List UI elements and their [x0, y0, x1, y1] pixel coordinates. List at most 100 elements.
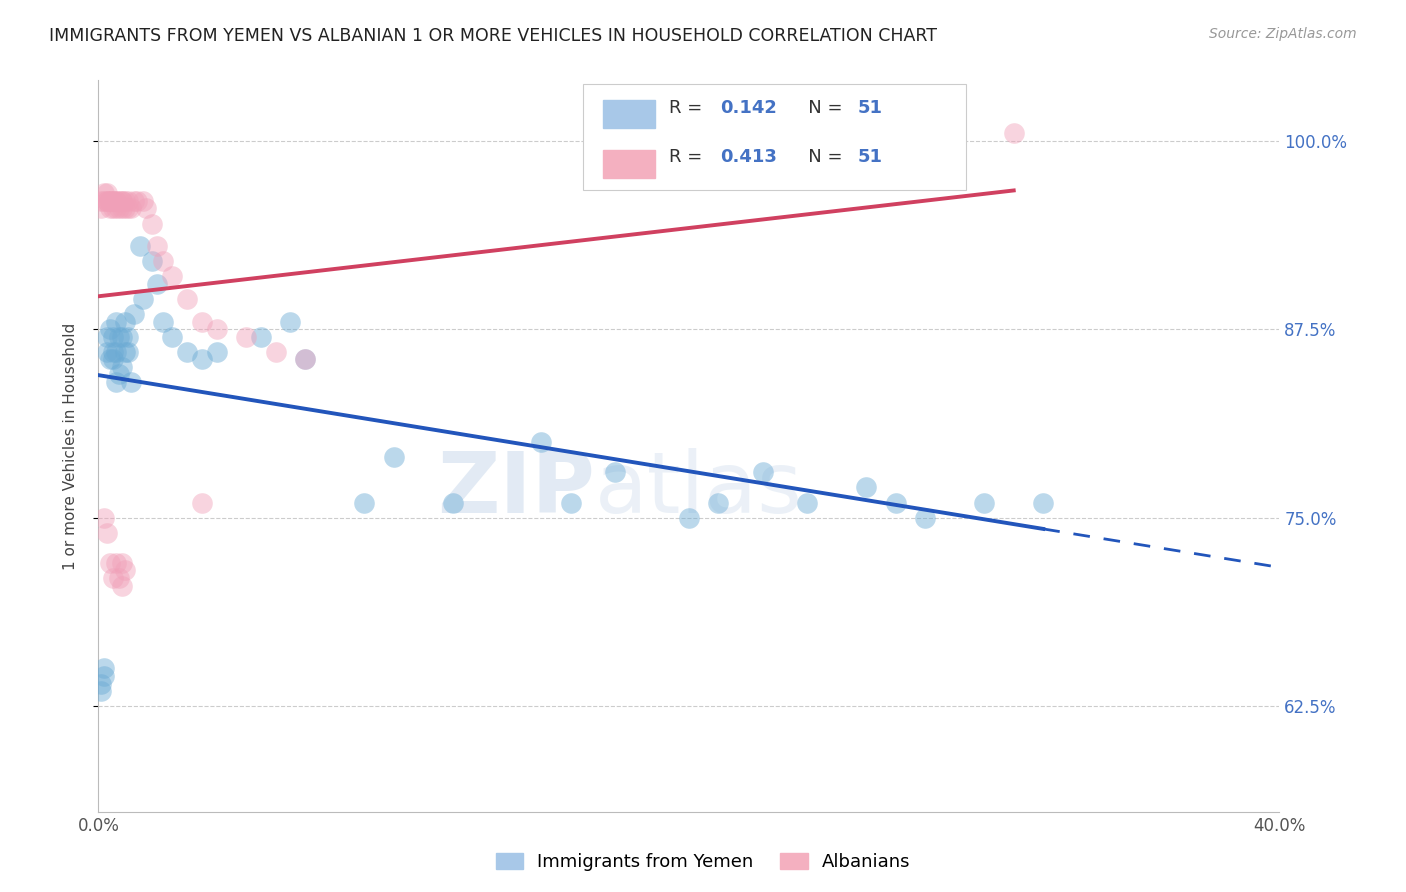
Point: [205, 344, 228, 359]
Point: [111, 194, 134, 208]
Point: [105, 315, 128, 329]
Point: [111, 359, 134, 374]
Point: [264, 344, 287, 359]
Text: ZIP: ZIP: [437, 449, 595, 532]
FancyBboxPatch shape: [582, 84, 966, 190]
Point: [707, 495, 730, 509]
Point: [132, 194, 155, 208]
Point: [120, 202, 142, 216]
Point: [96, 194, 118, 208]
Point: [146, 239, 169, 253]
Point: [103, 202, 125, 216]
Point: [191, 495, 214, 509]
Point: [162, 269, 183, 284]
Point: [235, 329, 257, 343]
Point: [108, 194, 131, 208]
Point: [96, 186, 118, 201]
Text: 51: 51: [858, 99, 883, 117]
Point: [117, 194, 139, 208]
Point: [973, 495, 995, 509]
Point: [93, 510, 115, 524]
Point: [117, 329, 139, 343]
Point: [294, 352, 316, 367]
Text: N =: N =: [790, 99, 848, 117]
Point: [914, 510, 936, 524]
Point: [105, 194, 128, 208]
Text: 51: 51: [858, 148, 883, 166]
Point: [114, 563, 136, 577]
Point: [191, 352, 214, 367]
Point: [90, 684, 112, 698]
Point: [93, 186, 115, 201]
Point: [105, 202, 128, 216]
Point: [162, 329, 183, 343]
Y-axis label: 1 or more Vehicles in Household: 1 or more Vehicles in Household: [63, 322, 77, 570]
Point: [98, 322, 121, 336]
Text: atlas: atlas: [595, 449, 803, 532]
Point: [114, 315, 136, 329]
Text: N =: N =: [790, 148, 848, 166]
Point: [146, 277, 169, 291]
Point: [96, 194, 118, 208]
Text: R =: R =: [669, 148, 707, 166]
Point: [96, 525, 118, 540]
Point: [752, 466, 775, 480]
Point: [120, 375, 142, 389]
Text: R =: R =: [669, 99, 707, 117]
Point: [103, 194, 125, 208]
Point: [90, 676, 112, 690]
Point: [114, 344, 136, 359]
Point: [108, 202, 131, 216]
Point: [96, 329, 118, 343]
Point: [294, 352, 316, 367]
Point: [108, 571, 131, 585]
Legend: Immigrants from Yemen, Albanians: Immigrants from Yemen, Albanians: [488, 846, 918, 879]
Point: [114, 202, 136, 216]
Point: [98, 194, 121, 208]
Point: [93, 194, 115, 208]
Point: [152, 254, 174, 268]
Point: [176, 344, 198, 359]
Point: [111, 194, 134, 208]
Point: [1002, 126, 1025, 140]
Point: [132, 292, 155, 306]
Point: [152, 315, 174, 329]
Point: [1032, 495, 1054, 509]
Point: [103, 571, 125, 585]
Point: [98, 202, 121, 216]
Point: [141, 254, 163, 268]
Point: [103, 344, 125, 359]
Point: [117, 202, 139, 216]
Point: [108, 329, 131, 343]
Text: 0.413: 0.413: [720, 148, 776, 166]
Point: [98, 556, 121, 570]
Point: [280, 315, 302, 329]
Point: [135, 202, 157, 216]
Point: [114, 194, 136, 208]
Point: [125, 194, 148, 208]
Point: [353, 495, 375, 509]
Point: [105, 375, 128, 389]
Point: [105, 194, 128, 208]
Point: [103, 194, 125, 208]
Point: [441, 495, 464, 509]
Point: [93, 669, 115, 683]
Point: [90, 202, 112, 216]
Point: [122, 307, 145, 321]
Point: [128, 239, 150, 253]
FancyBboxPatch shape: [603, 100, 655, 128]
Point: [96, 344, 118, 359]
Point: [560, 495, 582, 509]
Point: [98, 352, 121, 367]
Point: [93, 661, 115, 675]
Point: [205, 322, 228, 336]
Point: [103, 352, 125, 367]
Text: Source: ZipAtlas.com: Source: ZipAtlas.com: [1209, 27, 1357, 41]
Point: [605, 466, 627, 480]
Point: [796, 495, 818, 509]
Text: IMMIGRANTS FROM YEMEN VS ALBANIAN 1 OR MORE VEHICLES IN HOUSEHOLD CORRELATION CH: IMMIGRANTS FROM YEMEN VS ALBANIAN 1 OR M…: [49, 27, 938, 45]
Point: [855, 480, 877, 494]
Point: [111, 578, 134, 592]
Point: [122, 194, 145, 208]
Point: [678, 510, 700, 524]
